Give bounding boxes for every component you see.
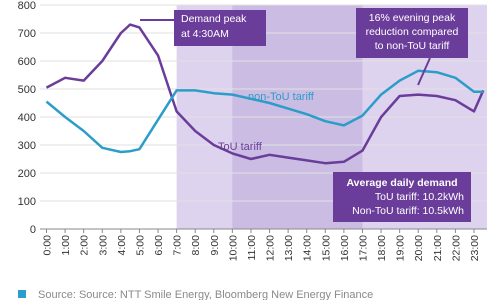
x-tick-label: 15:00: [320, 235, 332, 261]
annotation-box: [356, 8, 468, 58]
x-tick-label: 17:00: [357, 235, 369, 261]
x-tick-label: 16:00: [339, 235, 351, 261]
annotation-text: Average daily demand: [346, 177, 457, 189]
x-tick-label: 22:00: [450, 235, 462, 261]
y-tick-label: 600: [18, 56, 36, 68]
series-label: ToU tariff: [218, 141, 263, 153]
annotation-text: to non-ToU tariff: [375, 40, 450, 52]
annotation-evening: 16% evening peak reduction compared to n…: [356, 8, 468, 86]
x-tick-label: 19:00: [395, 235, 407, 261]
annotation-average: Average daily demand ToU tariff: 10.2kWh…: [333, 172, 471, 222]
series-line: [45, 23, 485, 165]
series-line: [45, 69, 484, 154]
x-tick-label: 21:00: [432, 235, 444, 261]
x-tick-label: 8:00: [190, 235, 202, 256]
x-tick-label: 9:00: [209, 235, 221, 256]
y-tick-label: 100: [18, 196, 36, 208]
y-tick-label: 800: [18, 0, 36, 12]
annotation-arrow: [417, 57, 431, 86]
x-tick-label: 13:00: [283, 235, 295, 261]
x-tick-label: 11:00: [246, 235, 258, 261]
annotation-box: [174, 10, 266, 46]
annotation-text: at 4:30AM: [181, 28, 229, 40]
y-tick-label: 0: [30, 224, 36, 236]
lines: [45, 23, 485, 165]
x-tick-label: 3:00: [97, 235, 109, 256]
source: Source: Source: NTT Smile Energy, Bloomb…: [38, 289, 373, 300]
y-tick-label: 300: [18, 140, 36, 152]
axes: 0 100 200 300 400 500 600 700 800 0:00 1:00 2:00 3:0…: [18, 0, 487, 261]
x-tick-label: 5:00: [134, 235, 146, 256]
annotation-peak: Demand peak at 4:30AM: [140, 10, 266, 46]
annotation-text: reduction compared: [366, 26, 459, 38]
series-label: non-ToU tariff: [248, 91, 315, 103]
x-tick-label: 20:00: [413, 235, 425, 261]
x-tick-label: 6:00: [153, 235, 165, 256]
x-tick-label: 4:00: [116, 235, 128, 256]
annotation-text: Non-ToU tariff: 10.5kWh: [352, 205, 464, 217]
y-tick-label: 500: [18, 84, 36, 96]
x-tick-label: 10:00: [227, 235, 239, 261]
x-tick-label: 1:00: [60, 235, 72, 256]
annotation-box: [333, 172, 471, 222]
x-tick-label: 23:00: [469, 235, 481, 261]
x-tick-label: 2:00: [79, 235, 91, 256]
x-tick-label: 12:00: [265, 235, 277, 261]
source-marker: [18, 290, 26, 298]
y-tick-label: 400: [18, 112, 36, 124]
y-tick-label: 700: [18, 28, 36, 40]
annotation-text: Demand peak: [181, 13, 247, 25]
annotation-text: 16% evening peak: [369, 12, 456, 24]
x-tick-label: 7:00: [172, 235, 184, 256]
y-tick-label: 200: [18, 168, 36, 180]
annotation-text: ToU tariff: 10.2kWh: [375, 191, 464, 203]
x-tick-label: 18:00: [376, 235, 388, 261]
x-tick-label: 0:00: [42, 235, 54, 256]
x-tick-label: 14:00: [302, 235, 314, 261]
